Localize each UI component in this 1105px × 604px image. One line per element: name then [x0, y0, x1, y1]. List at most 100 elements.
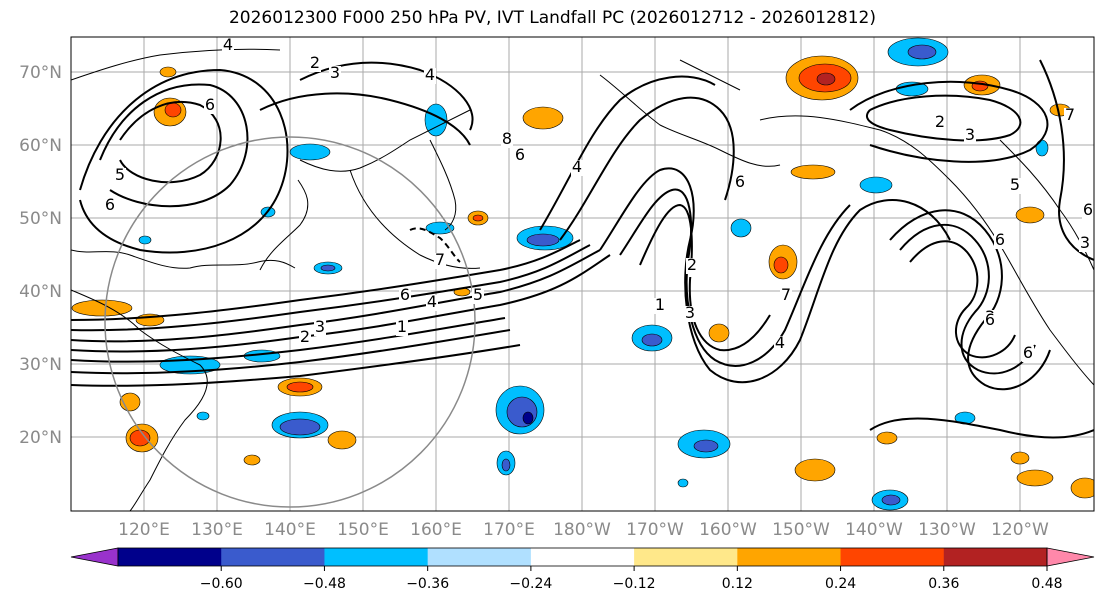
contour-label-bg: [734, 175, 746, 191]
lon-label: 160°W: [699, 520, 757, 540]
contour-label-bg: [984, 313, 996, 329]
colorbar-tick-label: −0.60: [200, 576, 243, 592]
colorbar-segment: [118, 548, 222, 566]
lon-label: 150°E: [337, 520, 389, 540]
colorbar: −0.60 −0.48 −0.36 −0.24 −0.12 0.12 0.24 0.36 0.4…: [70, 547, 1095, 592]
figure-title: 2026012300 F000 250 hPa PV, IVT Landfall…: [228, 8, 876, 28]
contour-label: 6: [105, 195, 115, 214]
contour-label-bg: [684, 306, 696, 322]
lat-label: 20°N: [19, 428, 62, 448]
lat-label: 30°N: [19, 355, 62, 375]
contour-label-bg: [934, 115, 946, 131]
contour-label-bg: [1082, 203, 1094, 219]
contour-label: 6: [205, 95, 215, 114]
colorbar-segment: [221, 548, 325, 566]
contour-label-bg: [654, 298, 666, 314]
contour-label-bg: [501, 132, 513, 148]
contour-label-bg: [114, 168, 126, 184]
contour-label-bg: [314, 320, 326, 336]
contour-label-bg: [514, 148, 526, 164]
contour-label: 5: [115, 165, 125, 184]
colorbar-frame: [117, 547, 1048, 567]
contour-label-bg: [299, 330, 311, 346]
contour-label: 2: [687, 255, 697, 274]
contour-label: 3: [330, 63, 340, 82]
lat-label: 40°N: [19, 282, 62, 302]
lon-label: 150°W: [772, 520, 830, 540]
colorbar-segment: [634, 548, 738, 566]
pv-contours: [71, 59, 1094, 439]
longitude-labels: 120°E 130°E 140°E 150°E 160°E 170°E 180°W 170°W…: [118, 520, 1049, 540]
lon-label: 180°W: [553, 520, 611, 540]
contour-label: 3: [315, 317, 325, 336]
colorbar-extend-low: [70, 547, 119, 567]
contour-label: 4: [425, 65, 435, 84]
contour-label: 8: [502, 129, 512, 148]
contour-label-bg: [1079, 236, 1091, 252]
contour-label-bg: [434, 253, 446, 269]
contour-label: 3: [1080, 233, 1090, 252]
colorbar-tick-label: −0.48: [303, 576, 346, 592]
contour-labels: 4236567654231486465743123766562363: [104, 35, 1094, 362]
lon-label: 140°E: [264, 520, 316, 540]
contour-label-bg: [104, 198, 116, 214]
contour-label: 4: [427, 292, 437, 311]
contour-label: 7: [781, 285, 791, 304]
contour-label: 2: [300, 327, 310, 346]
contour-label-bg: [426, 295, 438, 311]
lon-label: 170°W: [626, 520, 684, 540]
colorbar-segment: [324, 548, 429, 566]
contour-label-bg: [329, 66, 341, 82]
contour-label: 4: [775, 333, 785, 352]
colorbar-segment: [427, 548, 532, 566]
contour-label: 6: [1023, 343, 1033, 362]
lat-label: 50°N: [19, 209, 62, 229]
latitude-labels: 70°N 60°N 50°N 40°N 30°N 20°N: [19, 63, 62, 448]
contour-label-bg: [309, 56, 321, 72]
colorbar-segment: [840, 548, 945, 566]
lon-label: 120°E: [118, 520, 170, 540]
contour-label-bg: [686, 258, 698, 274]
lon-label: 130°W: [918, 520, 976, 540]
contour-label: 6: [735, 172, 745, 191]
contour-label-bg: [994, 233, 1006, 249]
contour-label: 6: [400, 285, 410, 304]
contour-label-bg: [222, 38, 234, 54]
contour-label: 5: [473, 285, 483, 304]
colorbar-segment: [530, 548, 635, 566]
contour-label: 7: [435, 250, 445, 269]
contour-label-bg: [472, 288, 484, 304]
lat-label: 70°N: [19, 63, 62, 83]
contour-label-bg: [780, 288, 792, 304]
contour-label: 2: [310, 53, 320, 72]
contour-label: 3: [685, 303, 695, 322]
lat-label: 60°N: [19, 136, 62, 156]
contour-label: 7: [1065, 105, 1075, 124]
lon-label: 130°E: [191, 520, 243, 540]
contour-label: 2: [935, 112, 945, 131]
pv-anomaly-shading: [71, 37, 1094, 511]
contour-label-bg: [204, 98, 216, 114]
contour-label-bg: [1022, 346, 1034, 362]
contour-label: 1: [397, 317, 407, 336]
contour-label-bg: [571, 160, 583, 176]
colorbar-tick-label: 0.36: [928, 576, 959, 592]
colorbar-tick-label: 0.48: [1031, 576, 1062, 592]
contour-label: 4: [223, 35, 233, 54]
contour-label-bg: [1064, 108, 1076, 124]
contour-label: 1: [655, 295, 665, 314]
contour-label: 6: [515, 145, 525, 164]
lon-label: 170°E: [483, 520, 535, 540]
colorbar-tick-label: −0.36: [406, 576, 449, 592]
contour-label: 3: [965, 125, 975, 144]
contour-label: 5: [1010, 175, 1020, 194]
contour-label-bg: [424, 68, 436, 84]
contour-label: 6: [985, 310, 995, 329]
contour-label-bg: [399, 288, 411, 304]
colorbar-tick-label: −0.12: [613, 576, 656, 592]
colorbar-tick-label: 0.24: [825, 576, 856, 592]
contour-label-bg: [964, 128, 976, 144]
lon-label: 160°E: [410, 520, 462, 540]
contour-label: 4: [572, 157, 582, 176]
